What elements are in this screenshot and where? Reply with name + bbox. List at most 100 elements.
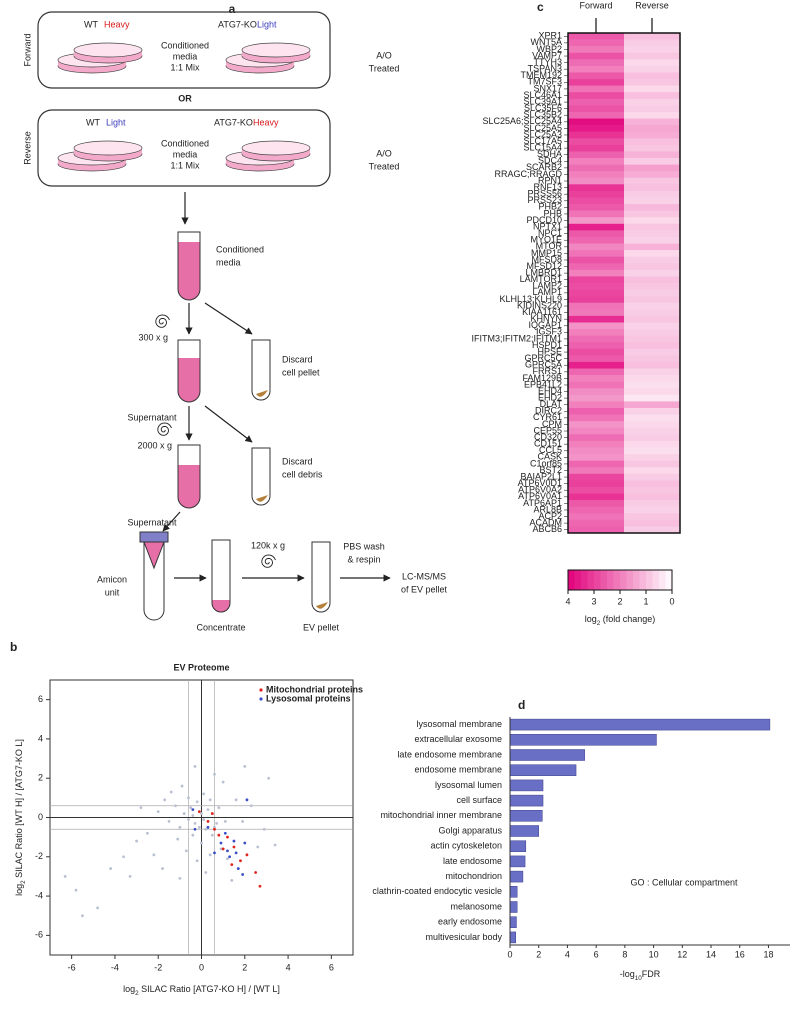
point <box>145 831 149 835</box>
category-label: mitochondrion <box>445 871 502 881</box>
column-label: Forward <box>579 0 612 10</box>
row-label: EHD4 <box>538 386 562 396</box>
point <box>243 841 247 845</box>
colorbar-step <box>665 570 673 590</box>
panel-label: d <box>518 698 525 712</box>
heat-cell <box>568 473 625 481</box>
point <box>217 833 221 837</box>
heat-cell <box>624 401 681 409</box>
heat-cell <box>568 526 625 534</box>
step-label: unit <box>105 587 120 597</box>
heat-cell <box>568 355 625 363</box>
point <box>152 853 156 857</box>
heat-cell <box>624 473 681 481</box>
category-label: clathrin-coated endocytic vesicle <box>372 886 502 896</box>
tube <box>177 231 201 301</box>
y-axis-label-part: SILAC Ratio [WT H] / [ATG7-KO L] <box>14 739 24 880</box>
point <box>249 804 253 808</box>
heat-cell <box>624 480 681 488</box>
heat-cell <box>624 210 681 218</box>
heat-cell <box>624 177 681 185</box>
step-label: media <box>216 257 241 267</box>
point <box>122 855 125 859</box>
point <box>193 821 197 825</box>
row-label: RNF13 <box>533 182 562 192</box>
row-label: SLC25A5 <box>523 123 562 133</box>
y-axis-label-sub: 2 <box>20 880 27 884</box>
point <box>256 845 260 849</box>
amicon-cap <box>139 531 169 543</box>
y-tick-label: 4 <box>38 733 43 743</box>
heat-cell <box>624 414 681 422</box>
point <box>254 871 258 874</box>
point <box>245 853 249 857</box>
bar <box>509 749 585 761</box>
colorbar-tick-label: 0 <box>669 596 674 606</box>
bar <box>509 931 516 944</box>
row-label: PRSS23 <box>527 195 562 205</box>
heat-cell <box>568 131 625 139</box>
heat-cell <box>624 289 681 297</box>
heat-cell <box>624 513 681 521</box>
colorbar-step <box>646 570 653 590</box>
treat: A/O <box>376 50 392 60</box>
heat-cell <box>624 118 681 126</box>
heat-cell <box>624 33 681 40</box>
point <box>213 772 216 776</box>
row-label: SLC35F6 <box>524 103 562 113</box>
legend-marker <box>259 688 263 692</box>
point <box>204 871 208 874</box>
heat-cell <box>568 401 625 409</box>
label-heavy: Heavy <box>104 19 130 29</box>
heat-cell <box>624 322 681 330</box>
row-label: MYO1E <box>530 235 562 245</box>
row-label: WNT5A <box>531 37 563 47</box>
row-label: LAMTOR1 <box>520 274 562 284</box>
mix: 1:1 Mix <box>170 160 200 170</box>
point <box>243 765 247 768</box>
chart-title: EV Proteome <box>173 662 229 672</box>
x-tick-label: 6 <box>329 962 334 972</box>
row-label: ARL8B <box>533 504 562 514</box>
reverse-box <box>37 109 331 187</box>
row-label: DIRC2 <box>535 406 562 416</box>
panel-label: c <box>537 0 544 14</box>
row-label: SNX17 <box>533 83 562 93</box>
x-axis-label-part: FDR <box>642 969 661 979</box>
heat-cell <box>624 519 681 527</box>
row-label: GPRC5A <box>525 360 562 370</box>
x-axis-label: log2 SILAC Ratio [ATG7-KO H] / [WT L] <box>123 984 280 996</box>
point <box>202 792 206 796</box>
colorbar-step <box>652 570 660 590</box>
bar <box>509 794 544 807</box>
ko: ATG7-KO <box>218 19 257 29</box>
x-axis-label-part: -log <box>620 969 635 979</box>
row-label: HSPD1 <box>532 340 562 350</box>
heat-cell <box>568 519 625 527</box>
amicon-filter <box>143 541 165 570</box>
step-label: EV pellet <box>303 622 340 632</box>
heat-cell <box>568 414 625 422</box>
point <box>81 914 84 918</box>
point <box>221 847 225 851</box>
point <box>217 806 221 810</box>
heat-cell <box>624 243 681 251</box>
heat-cell <box>624 309 681 317</box>
heat-cell <box>624 375 681 382</box>
mix: Conditioned <box>161 40 209 50</box>
step-label: Discard <box>282 456 313 466</box>
x-tick-label: 4 <box>286 962 291 972</box>
tube <box>211 539 231 613</box>
heat-cell <box>568 427 625 435</box>
colorbar-step <box>626 570 634 590</box>
bar <box>509 718 771 731</box>
heat-cell <box>624 368 681 376</box>
bar <box>509 810 543 822</box>
legend-label: Mitochondrial proteins <box>266 684 363 694</box>
point <box>210 812 214 815</box>
row-label: GPRC5C <box>524 353 562 363</box>
heat-cell <box>624 256 681 264</box>
heat-cell <box>568 164 625 172</box>
heat-cell <box>624 59 681 67</box>
row-label: CYR61 <box>533 412 562 422</box>
